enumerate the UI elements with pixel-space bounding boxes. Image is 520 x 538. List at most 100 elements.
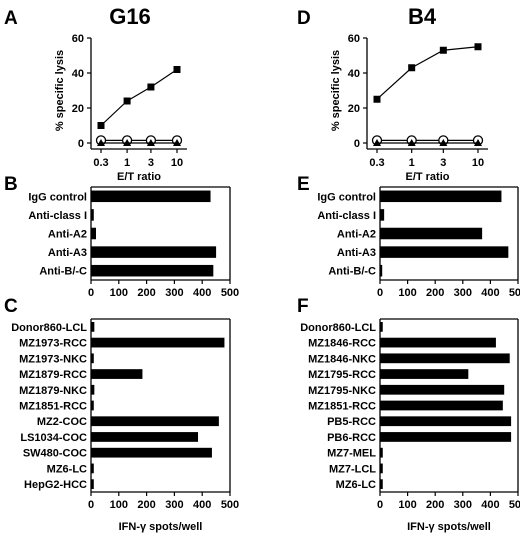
bar — [380, 209, 385, 221]
x-tick-label: 400 — [481, 287, 499, 299]
panel-letter-B: B — [4, 174, 18, 195]
x-axis-title: IFN-γ spots/well — [407, 521, 491, 533]
panel-letter-F: F — [297, 296, 309, 317]
bar — [380, 353, 510, 364]
x-tick-label: 3 — [440, 157, 446, 169]
bar-chart-F: F Donor860-LCL MZ1846-RCC MZ1846-NKC MZ1795-… — [297, 296, 520, 533]
category-label: MZ1879-NKC — [19, 385, 87, 397]
category-label: PB6-RCC — [327, 432, 376, 444]
x-axis-title: E/T ratio — [117, 171, 161, 183]
data-point-square — [97, 122, 105, 129]
category-label: MZ1846-NKC — [308, 353, 376, 365]
y-tick-label: 20 — [72, 103, 84, 115]
title-right: B4 — [408, 4, 437, 29]
data-point-triangle — [439, 139, 448, 146]
data-point-triangle — [474, 139, 482, 146]
x-tick-label: 200 — [137, 499, 155, 511]
y-axis-title: % specific lysis — [330, 50, 342, 131]
x-tick-label: 300 — [165, 287, 183, 299]
x-tick-label: 200 — [426, 287, 444, 299]
category-label: MZ7-MEL — [327, 448, 376, 460]
bar — [380, 479, 383, 490]
category-label: MZ1851-RCC — [308, 401, 376, 413]
line-chart-D: D 0 20 40 60 0.3 1 3 10 E/T ratio % specific lysis — [297, 8, 488, 183]
category-label: Anti-B/-C — [328, 266, 376, 278]
bar — [91, 416, 219, 427]
category-label: IgG control — [28, 191, 87, 203]
data-point-triangle — [173, 139, 181, 146]
x-tick-label: 0 — [88, 499, 94, 511]
category-label: Anti-B/-C — [39, 266, 87, 278]
x-tick-label: 400 — [193, 287, 211, 299]
bar — [91, 463, 94, 474]
data-point-square — [474, 43, 482, 51]
x-tick-label: 1 — [124, 157, 130, 169]
bar-chart-C: C Donor860-LCL MZ1973-RCC MZ1973-NKC MZ1879-… — [4, 296, 239, 533]
bar — [91, 384, 95, 395]
category-label: Anti-A3 — [48, 247, 87, 259]
y-tick-label: 0 — [354, 138, 360, 150]
bar — [91, 227, 97, 240]
category-label: Anti-A3 — [337, 247, 376, 259]
y-tick-label: 20 — [348, 103, 360, 115]
bar — [91, 246, 217, 258]
category-label: HepG2-HCC — [24, 479, 87, 491]
panel-letter-D: D — [297, 8, 311, 29]
bar — [380, 400, 503, 411]
category-label: MZ2-COC — [37, 416, 87, 428]
x-tick-label: 100 — [110, 499, 128, 511]
bar — [91, 400, 94, 411]
x-tick-label: 100 — [110, 287, 128, 299]
bar — [91, 337, 225, 348]
category-label: MZ1795-RCC — [308, 369, 376, 381]
bar — [91, 432, 199, 442]
category-label: MZ1795-NKC — [308, 385, 376, 397]
category-label: Donor860-LCL — [11, 322, 87, 334]
category-label: PB5-RCC — [327, 416, 376, 428]
y-axis-title: % specific lysis — [54, 50, 66, 131]
panel-letter-E: E — [297, 174, 310, 195]
x-tick-label: 300 — [454, 499, 472, 511]
x-tick-label: 500 — [221, 499, 239, 511]
data-point-triangle — [123, 139, 132, 146]
y-tick-label: 40 — [348, 68, 360, 80]
y-tick-label: 60 — [348, 33, 360, 45]
bar — [380, 246, 509, 258]
line-chart-A: A 0 20 40 60 0.3 1 3 10 E/T ratio % specific lysis — [4, 8, 187, 183]
bar — [380, 432, 512, 442]
title-left: G16 — [109, 4, 151, 29]
data-point-square — [373, 95, 381, 103]
bar — [91, 264, 214, 277]
x-tick-label: 0 — [377, 287, 383, 299]
x-tick-label: 3 — [148, 157, 154, 169]
bar — [380, 369, 469, 379]
x-axis-title: E/T ratio — [405, 171, 449, 183]
data-point-square — [147, 83, 155, 91]
category-label: Anti-class I — [317, 210, 376, 222]
category-label: MZ7-LCL — [329, 463, 376, 475]
x-tick-label: 100 — [398, 499, 416, 511]
y-tick-label: 60 — [72, 33, 84, 45]
bar — [91, 479, 94, 490]
category-label: MZ1973-RCC — [19, 338, 87, 350]
x-tick-label: 0.3 — [93, 157, 108, 169]
data-point-square — [439, 46, 447, 54]
x-tick-label: 400 — [481, 499, 499, 511]
x-tick-label: 0.3 — [369, 157, 384, 169]
x-tick-label: 10 — [171, 157, 183, 169]
x-tick-label: 400 — [193, 499, 211, 511]
x-axis-title: IFN-γ spots/well — [119, 521, 203, 533]
bar-chart-B: B IgG control Anti-class I Anti-A2 Anti-A3 An… — [4, 174, 239, 299]
category-label: Anti-class I — [28, 210, 87, 222]
bar — [380, 321, 383, 332]
y-tick-label: 0 — [78, 138, 84, 150]
bar — [91, 209, 94, 221]
bar — [91, 447, 212, 458]
x-tick-label: 500 — [221, 287, 239, 299]
category-label: MZ1851-RCC — [19, 401, 87, 413]
bar — [91, 369, 143, 379]
bar — [91, 353, 94, 364]
series-line-0 — [376, 46, 479, 100]
bar — [380, 264, 383, 277]
